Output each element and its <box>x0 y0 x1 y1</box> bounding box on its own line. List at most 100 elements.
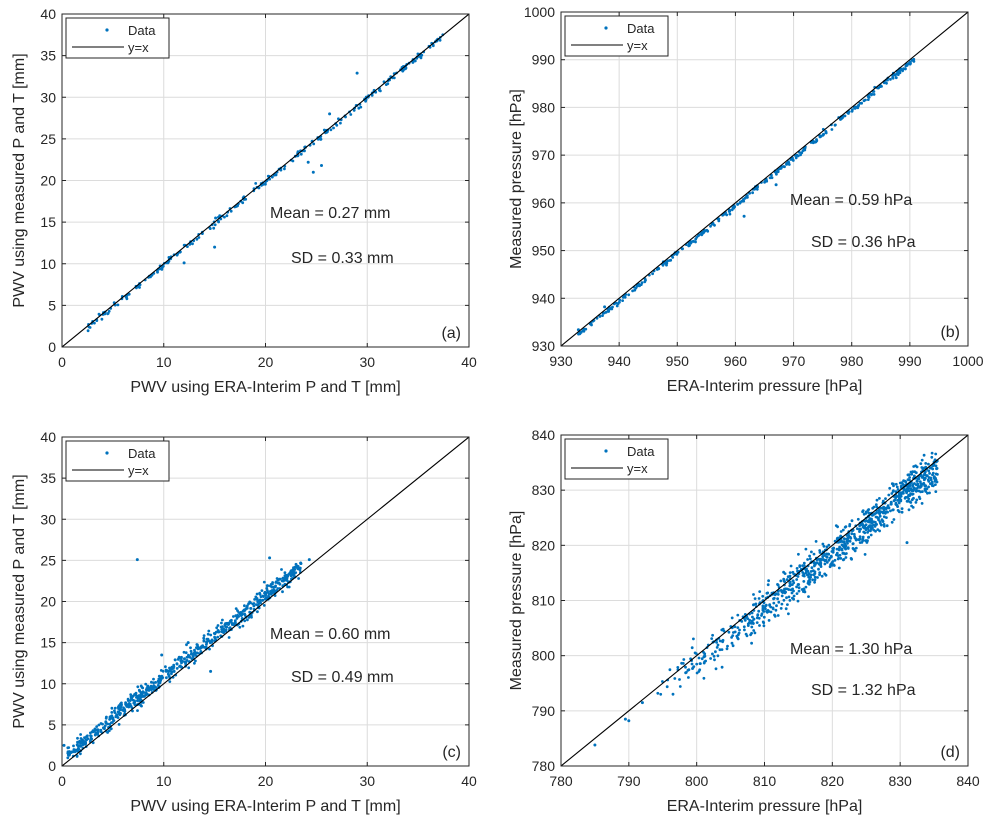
data-point <box>880 518 884 522</box>
y-tick-label: 30 <box>40 89 56 105</box>
data-point <box>787 595 791 599</box>
data-point <box>291 159 295 163</box>
data-point <box>879 522 882 525</box>
data-point <box>853 535 856 538</box>
data-point <box>809 570 813 573</box>
axes-box <box>560 11 969 347</box>
data-point <box>809 573 813 577</box>
x-tick-label: 840 <box>956 773 980 789</box>
data-point <box>697 656 701 660</box>
data-point <box>404 67 407 71</box>
data-point <box>864 526 868 530</box>
data-point <box>753 597 757 600</box>
data-point <box>746 624 750 627</box>
y-tick-label: 940 <box>532 290 556 306</box>
sd-annotation: SD = 0.49 mm <box>291 669 394 686</box>
data-point-outlier <box>623 717 627 721</box>
data-point <box>191 655 195 659</box>
data-point <box>893 498 897 502</box>
data-point <box>789 564 793 568</box>
data-point <box>253 598 256 601</box>
data-point <box>887 506 891 510</box>
data-point <box>804 568 808 572</box>
data-point <box>776 593 780 596</box>
data-point <box>140 685 144 689</box>
data-point <box>116 710 120 714</box>
data-point <box>292 566 295 570</box>
data-point <box>69 768 72 771</box>
data-point <box>837 547 841 551</box>
data-point <box>67 746 71 749</box>
legend-marker-data <box>604 449 608 453</box>
data-point <box>299 561 302 565</box>
data-point <box>720 665 724 669</box>
data-point <box>890 492 894 495</box>
y-tick-label: 15 <box>40 635 56 651</box>
data-point <box>903 496 907 500</box>
data-point <box>110 721 113 724</box>
data-point <box>175 662 179 666</box>
y-tick-label: 820 <box>532 537 556 553</box>
data-point <box>870 93 873 97</box>
data-point <box>146 684 150 688</box>
data-point <box>131 694 135 698</box>
data-point <box>168 667 172 670</box>
data-point <box>842 558 846 561</box>
data-point <box>877 516 880 520</box>
data-point <box>748 191 751 195</box>
data-point <box>235 617 239 620</box>
panel-label: (a) <box>441 325 461 342</box>
data-point <box>700 233 704 237</box>
data-point <box>271 581 274 584</box>
data-point <box>825 545 829 549</box>
data-point <box>255 592 259 596</box>
data-point <box>920 458 924 462</box>
data-point <box>884 507 888 510</box>
data-point <box>875 505 879 509</box>
data-point <box>700 657 704 661</box>
data-point <box>870 517 873 521</box>
data-point <box>802 573 806 576</box>
data-point <box>93 321 96 325</box>
data-point <box>220 621 223 625</box>
data-point <box>702 655 706 659</box>
mean-annotation: Mean = 0.59 hPa <box>790 192 912 209</box>
data-point <box>830 128 834 131</box>
data-point <box>762 615 766 619</box>
data-point <box>864 539 868 542</box>
data-point <box>825 561 829 564</box>
x-tick-label: 10 <box>156 354 172 370</box>
data-point <box>767 619 771 622</box>
data-point <box>727 630 731 634</box>
data-point <box>797 586 801 590</box>
y-tick-label: 5 <box>48 717 56 733</box>
data-point <box>134 691 138 695</box>
data-point <box>796 583 800 586</box>
data-point-outlier <box>627 719 631 723</box>
legend-marker-data <box>105 28 109 32</box>
data-point <box>915 498 919 502</box>
data-point <box>773 593 777 597</box>
data-point <box>147 689 151 692</box>
data-point <box>860 101 863 105</box>
data-point <box>905 490 909 493</box>
data-point <box>757 609 761 613</box>
data-point <box>863 553 867 556</box>
data-point <box>249 607 253 610</box>
data-point <box>618 298 622 302</box>
data-point <box>760 612 764 616</box>
data-point <box>867 535 871 539</box>
data-point <box>785 162 788 166</box>
data-point <box>785 596 788 600</box>
data-point <box>909 470 913 474</box>
data-point <box>107 309 111 313</box>
data-point <box>750 631 753 635</box>
data-point <box>886 78 889 82</box>
data-point <box>738 628 741 632</box>
x-tick-label: 950 <box>666 353 690 369</box>
data-point <box>337 117 340 121</box>
data-point <box>834 123 837 127</box>
data-points <box>576 57 916 336</box>
data-point <box>195 646 198 650</box>
data-point <box>170 672 173 676</box>
